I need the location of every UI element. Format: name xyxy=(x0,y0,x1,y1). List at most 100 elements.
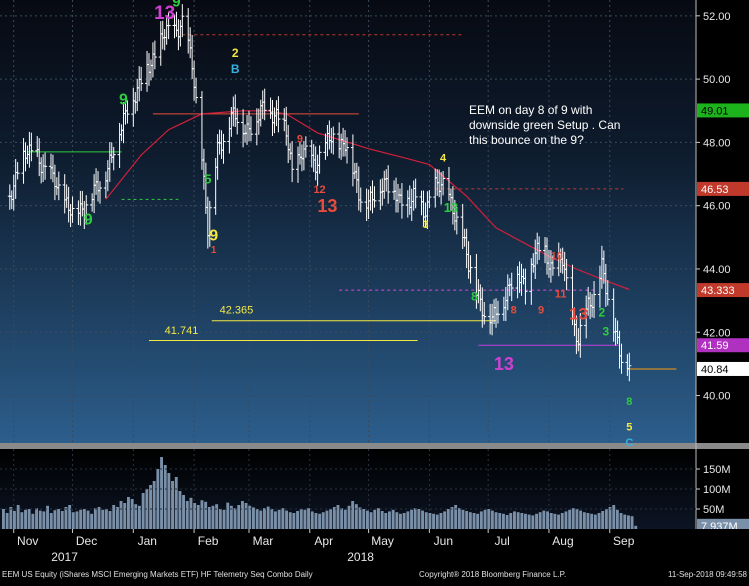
month-label: Feb xyxy=(198,534,219,548)
seq-count-label: 8 xyxy=(511,304,517,316)
annotation-line: this bounce on the 9? xyxy=(469,133,584,147)
month-label: Jul xyxy=(495,534,510,548)
price-tag-label: 41.59 xyxy=(701,340,729,352)
volume-bar xyxy=(237,505,241,529)
seq-count-label: 13 xyxy=(317,196,337,216)
footer-left: EEM US Equity (iShares MSCI Emerging Mar… xyxy=(2,570,313,579)
volume-bar xyxy=(483,509,487,529)
volume-bar xyxy=(60,511,64,529)
volume-bar xyxy=(472,513,476,529)
volume-bar xyxy=(174,477,178,529)
year-label: 2018 xyxy=(347,550,374,564)
volume-bar xyxy=(432,513,435,529)
time-axis: Nov Dec Jan Feb Mar Apr May Jun Jul Aug Sep 2017 201… xyxy=(0,529,749,567)
volume-bar xyxy=(35,508,38,529)
seq-count-label: 9 xyxy=(119,91,128,108)
volume-bar xyxy=(351,501,355,529)
volume-bar xyxy=(27,509,31,529)
volume-bar xyxy=(428,513,432,529)
volume-bar xyxy=(615,509,619,529)
price-bar xyxy=(537,236,542,260)
price-tag-box xyxy=(697,103,749,118)
price-tag-box xyxy=(697,181,749,196)
volume-tick-label: 150M xyxy=(703,464,731,476)
volume-bar xyxy=(332,507,336,529)
volume-bar xyxy=(612,505,616,529)
price-bar xyxy=(399,183,404,219)
volume-bar xyxy=(439,513,443,529)
annotation-line: EEM on day 8 of 9 with xyxy=(469,103,592,117)
volume-bar xyxy=(421,510,424,529)
volume-bar xyxy=(593,514,597,529)
seq-count-label: 13 xyxy=(154,3,175,24)
price-bar xyxy=(139,66,144,92)
volume-bar xyxy=(288,512,292,529)
volume-bar xyxy=(211,505,215,529)
volume-bar xyxy=(138,505,141,529)
volume-bar xyxy=(229,505,233,529)
seq-count-label: 9 xyxy=(84,212,93,229)
volume-bar xyxy=(167,473,171,529)
seq-count-label: C xyxy=(625,437,633,449)
volume-bar xyxy=(395,512,399,529)
panel-divider xyxy=(0,443,749,449)
seq-count-label: 5 xyxy=(626,421,632,433)
volume-bar xyxy=(318,513,322,529)
price-bar xyxy=(180,4,185,38)
volume-bar xyxy=(373,509,377,529)
seq-count-label: 11 xyxy=(555,288,567,300)
price-axis: 52.00 50.00 48.00 46.00 44.00 42.00 40.00 xyxy=(695,0,731,529)
month-label: May xyxy=(371,534,394,548)
price-bar xyxy=(290,141,295,183)
volume-bar xyxy=(127,497,130,529)
volume-bar xyxy=(226,502,230,529)
volume-bar xyxy=(303,509,307,529)
y-tick-label: 50.00 xyxy=(703,74,731,86)
volume-bar xyxy=(325,510,329,529)
volume-bar xyxy=(494,512,498,529)
level-label: 42.365 xyxy=(220,304,254,316)
volume-bar xyxy=(112,505,116,529)
seq-count-label: 9 xyxy=(538,304,544,316)
y-tick-label: 40.00 xyxy=(703,391,731,403)
volume-bar xyxy=(189,497,193,529)
level-labels: 42.365 41.741 xyxy=(165,304,254,337)
volume-bar xyxy=(49,513,53,529)
volume-bar xyxy=(454,505,458,529)
volume-bar xyxy=(68,505,72,529)
volume-bar xyxy=(406,511,410,529)
volume-bar xyxy=(71,512,75,529)
volume-bar xyxy=(362,509,366,529)
volume-bar xyxy=(468,512,472,529)
volume-bar xyxy=(310,511,314,529)
seq-count-label: B xyxy=(231,62,240,76)
volume-bar xyxy=(557,514,560,529)
volume-bar xyxy=(101,509,105,529)
volume-bar xyxy=(193,503,197,529)
volume-bar xyxy=(604,509,608,529)
price-tag-label: 40.84 xyxy=(701,364,729,376)
volume-bar xyxy=(443,511,447,529)
moving-average xyxy=(105,110,630,291)
month-label: Apr xyxy=(314,534,333,548)
volume-bar xyxy=(450,507,454,529)
volume-bar xyxy=(252,507,255,529)
volume-bar xyxy=(141,493,145,529)
volume-bar xyxy=(527,514,531,529)
volume-bar xyxy=(575,509,579,529)
price-bar xyxy=(441,171,446,196)
volume-bar xyxy=(336,505,340,529)
month-label: Dec xyxy=(76,534,97,548)
volume-bar xyxy=(502,513,505,529)
volume-bar xyxy=(542,510,546,529)
price-bar xyxy=(70,196,75,223)
volume-bar xyxy=(116,507,119,529)
volume-bar xyxy=(86,510,90,529)
volume-bar xyxy=(410,509,413,529)
volume-bar xyxy=(564,511,568,529)
price-bar xyxy=(125,100,130,124)
volume-bar xyxy=(156,469,160,529)
price-tag-box xyxy=(697,361,749,376)
